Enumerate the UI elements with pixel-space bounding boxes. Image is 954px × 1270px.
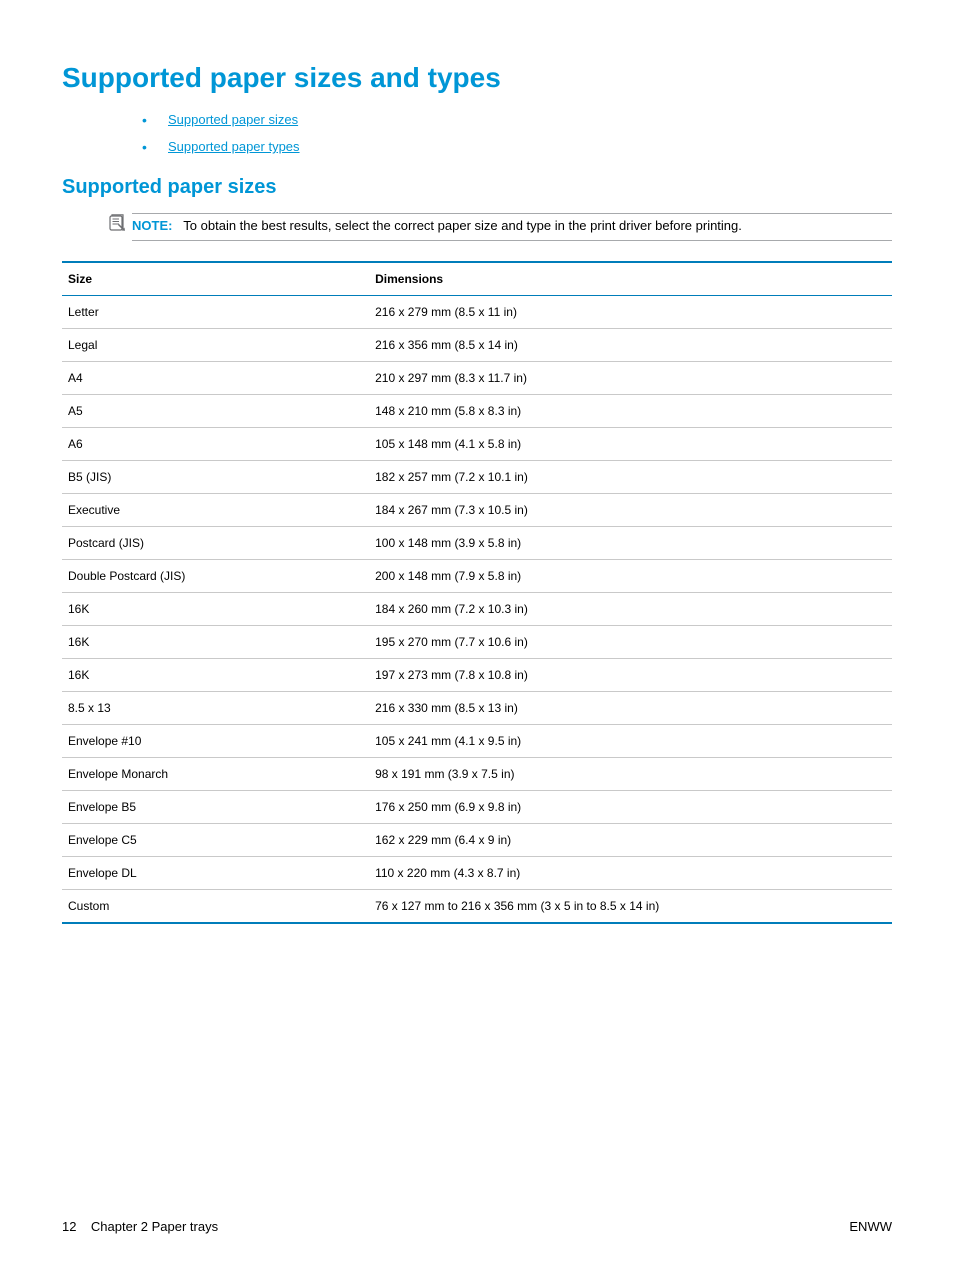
col-dimensions: Dimensions [369, 262, 892, 296]
cell-dimensions: 197 x 273 mm (7.8 x 10.8 in) [369, 658, 892, 691]
table-row: Legal216 x 356 mm (8.5 x 14 in) [62, 328, 892, 361]
cell-size: B5 (JIS) [62, 460, 369, 493]
link-item: Supported paper types [142, 139, 892, 154]
table-row: Executive184 x 267 mm (7.3 x 10.5 in) [62, 493, 892, 526]
table-header-row: Size Dimensions [62, 262, 892, 296]
note-text: To obtain the best results, select the c… [183, 218, 742, 233]
note-icon [108, 214, 126, 232]
cell-dimensions: 105 x 148 mm (4.1 x 5.8 in) [369, 427, 892, 460]
cell-size: 16K [62, 592, 369, 625]
table-row: Envelope #10105 x 241 mm (4.1 x 9.5 in) [62, 724, 892, 757]
col-size: Size [62, 262, 369, 296]
cell-size: Envelope Monarch [62, 757, 369, 790]
note-callout: NOTE: To obtain the best results, select… [108, 213, 892, 241]
note-body: NOTE: To obtain the best results, select… [132, 213, 892, 241]
cell-dimensions: 195 x 270 mm (7.7 x 10.6 in) [369, 625, 892, 658]
footer-left: 12 Chapter 2 Paper trays [62, 1219, 218, 1234]
link-item: Supported paper sizes [142, 112, 892, 127]
cell-dimensions: 184 x 260 mm (7.2 x 10.3 in) [369, 592, 892, 625]
topic-links: Supported paper sizes Supported paper ty… [142, 112, 892, 154]
cell-size: A4 [62, 361, 369, 394]
table-row: 16K195 x 270 mm (7.7 x 10.6 in) [62, 625, 892, 658]
cell-size: Envelope #10 [62, 724, 369, 757]
table-row: Envelope DL110 x 220 mm (4.3 x 8.7 in) [62, 856, 892, 889]
table-row: A5148 x 210 mm (5.8 x 8.3 in) [62, 394, 892, 427]
cell-size: 8.5 x 13 [62, 691, 369, 724]
cell-size: A5 [62, 394, 369, 427]
paper-sizes-table: Size Dimensions Letter216 x 279 mm (8.5 … [62, 261, 892, 924]
table-row: Double Postcard (JIS)200 x 148 mm (7.9 x… [62, 559, 892, 592]
table-row: 16K197 x 273 mm (7.8 x 10.8 in) [62, 658, 892, 691]
cell-size: Executive [62, 493, 369, 526]
table-row: 16K184 x 260 mm (7.2 x 10.3 in) [62, 592, 892, 625]
cell-dimensions: 210 x 297 mm (8.3 x 11.7 in) [369, 361, 892, 394]
table-row: 8.5 x 13216 x 330 mm (8.5 x 13 in) [62, 691, 892, 724]
table-row: A4210 x 297 mm (8.3 x 11.7 in) [62, 361, 892, 394]
cell-size: Letter [62, 295, 369, 328]
cell-dimensions: 216 x 279 mm (8.5 x 11 in) [369, 295, 892, 328]
cell-dimensions: 184 x 267 mm (7.3 x 10.5 in) [369, 493, 892, 526]
section-heading: Supported paper sizes [62, 176, 892, 199]
cell-size: Postcard (JIS) [62, 526, 369, 559]
table-row: Envelope C5162 x 229 mm (6.4 x 9 in) [62, 823, 892, 856]
link-supported-paper-types[interactable]: Supported paper types [168, 139, 300, 154]
table-row: B5 (JIS)182 x 257 mm (7.2 x 10.1 in) [62, 460, 892, 493]
table-row: Envelope Monarch98 x 191 mm (3.9 x 7.5 i… [62, 757, 892, 790]
cell-dimensions: 98 x 191 mm (3.9 x 7.5 in) [369, 757, 892, 790]
page-number: 12 [62, 1219, 76, 1234]
cell-dimensions: 148 x 210 mm (5.8 x 8.3 in) [369, 394, 892, 427]
page-footer: 12 Chapter 2 Paper trays ENWW [62, 1219, 892, 1234]
cell-size: Custom [62, 889, 369, 923]
cell-dimensions: 182 x 257 mm (7.2 x 10.1 in) [369, 460, 892, 493]
cell-size: 16K [62, 625, 369, 658]
table-row: A6105 x 148 mm (4.1 x 5.8 in) [62, 427, 892, 460]
cell-dimensions: 100 x 148 mm (3.9 x 5.8 in) [369, 526, 892, 559]
table-row: Postcard (JIS)100 x 148 mm (3.9 x 5.8 in… [62, 526, 892, 559]
cell-dimensions: 162 x 229 mm (6.4 x 9 in) [369, 823, 892, 856]
note-label: NOTE: [132, 218, 172, 233]
cell-dimensions: 216 x 330 mm (8.5 x 13 in) [369, 691, 892, 724]
link-supported-paper-sizes[interactable]: Supported paper sizes [168, 112, 298, 127]
cell-dimensions: 76 x 127 mm to 216 x 356 mm (3 x 5 in to… [369, 889, 892, 923]
table-row: Letter216 x 279 mm (8.5 x 11 in) [62, 295, 892, 328]
table-row: Custom76 x 127 mm to 216 x 356 mm (3 x 5… [62, 889, 892, 923]
cell-dimensions: 216 x 356 mm (8.5 x 14 in) [369, 328, 892, 361]
cell-size: Double Postcard (JIS) [62, 559, 369, 592]
cell-dimensions: 105 x 241 mm (4.1 x 9.5 in) [369, 724, 892, 757]
table-row: Envelope B5176 x 250 mm (6.9 x 9.8 in) [62, 790, 892, 823]
cell-size: Legal [62, 328, 369, 361]
footer-right: ENWW [849, 1219, 892, 1234]
cell-size: 16K [62, 658, 369, 691]
page-heading: Supported paper sizes and types [62, 62, 892, 94]
cell-dimensions: 176 x 250 mm (6.9 x 9.8 in) [369, 790, 892, 823]
chapter-label: Chapter 2 Paper trays [91, 1219, 218, 1234]
cell-dimensions: 200 x 148 mm (7.9 x 5.8 in) [369, 559, 892, 592]
cell-size: Envelope B5 [62, 790, 369, 823]
cell-size: A6 [62, 427, 369, 460]
cell-size: Envelope C5 [62, 823, 369, 856]
cell-dimensions: 110 x 220 mm (4.3 x 8.7 in) [369, 856, 892, 889]
cell-size: Envelope DL [62, 856, 369, 889]
